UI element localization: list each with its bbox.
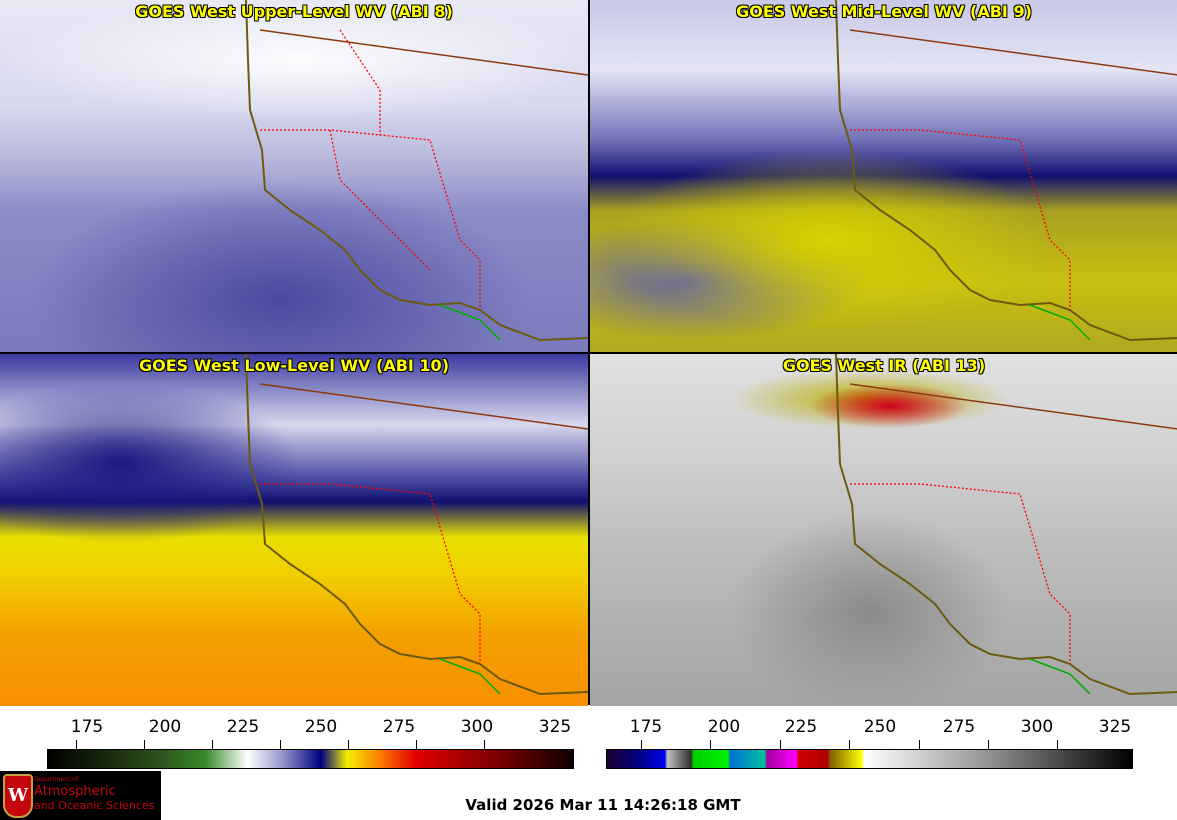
- colorbar-tick-mark: [144, 740, 145, 749]
- ir-tick-label: 225: [784, 717, 818, 737]
- wv-tick-label: 300: [460, 717, 494, 737]
- colorbar-tick-mark: [1057, 740, 1058, 749]
- map-boundary-line: [849, 29, 1177, 76]
- ir-tick-label: 175: [629, 717, 663, 737]
- panel-upper-level-wv: GOES West Upper-Level WV (ABI 8): [0, 0, 588, 352]
- wv-tick-label: 250: [304, 717, 338, 737]
- map-overlay: [245, 0, 588, 342]
- map-boundary-line: [835, 354, 1177, 696]
- colorbar-tick-mark: [416, 740, 417, 749]
- map-boundary-line: [339, 29, 381, 135]
- wv-tick-label: 325: [538, 717, 572, 737]
- panel-divider-horizontal: [0, 352, 1177, 354]
- ir-colorbar: [606, 749, 1133, 769]
- map-boundary-line: [850, 129, 1071, 310]
- colorbar-tick-mark: [780, 740, 781, 749]
- logo-line3: and Oceanic Sciences: [34, 799, 155, 812]
- wv-colorbar: [47, 749, 574, 769]
- panel-ir: GOES West IR (ABI 13): [590, 354, 1177, 706]
- panel-low-level-wv: GOES West Low-Level WV (ABI 10): [0, 354, 588, 706]
- panel-title: GOES West IR (ABI 13): [782, 356, 986, 375]
- colorbar-tick-mark: [641, 740, 642, 749]
- colorbar-tick-mark: [76, 740, 77, 749]
- map-overlay: [245, 354, 588, 696]
- map-boundary-line: [1029, 304, 1091, 341]
- colorbar-tick-mark: [710, 740, 711, 749]
- wv-tick-label: 175: [70, 717, 104, 737]
- map-boundary-line: [329, 129, 431, 271]
- map-boundary-line: [439, 304, 501, 341]
- panel-title: GOES West Mid-Level WV (ABI 9): [736, 2, 1032, 21]
- wv-tick-label: 200: [148, 717, 182, 737]
- ir-tick-label: 250: [863, 717, 897, 737]
- map-overlay: [835, 0, 1177, 342]
- ir-tick-label: 300: [1020, 717, 1054, 737]
- ir-tick-label: 200: [707, 717, 741, 737]
- map-boundary-line: [259, 383, 588, 430]
- map-overlay: [835, 354, 1177, 696]
- colorbar-tick-mark: [348, 740, 349, 749]
- map-boundary-line: [245, 354, 588, 696]
- colorbar-tick-mark: [919, 740, 920, 749]
- colorbar-tick-mark: [280, 740, 281, 749]
- aos-logo: W Department of Atmospheric and Oceanic …: [0, 771, 161, 820]
- colorbar-tick-mark: [988, 740, 989, 749]
- colorbar-tick-mark: [849, 740, 850, 749]
- wv-tick-label: 275: [382, 717, 416, 737]
- panel-title: GOES West Low-Level WV (ABI 10): [138, 356, 449, 375]
- map-boundary-line: [259, 29, 588, 76]
- map-boundary-line: [850, 483, 1071, 664]
- panel-mid-level-wv: GOES West Mid-Level WV (ABI 9): [590, 0, 1177, 352]
- ir-tick-label: 325: [1098, 717, 1132, 737]
- map-boundary-line: [439, 658, 501, 695]
- logo-line2: Atmospheric: [34, 784, 116, 799]
- ir-tick-label: 275: [942, 717, 976, 737]
- panel-title: GOES West Upper-Level WV (ABI 8): [135, 2, 453, 21]
- valid-time: Valid 2026 Mar 11 14:26:18 GMT: [465, 796, 741, 814]
- wv-tick-label: 225: [226, 717, 260, 737]
- map-boundary-line: [835, 0, 1177, 342]
- map-boundary-line: [245, 0, 588, 342]
- logo-line1: Department of: [34, 776, 78, 783]
- uw-crest-icon: W: [3, 774, 33, 818]
- colorbar-tick-mark: [484, 740, 485, 749]
- colorbar-tick-mark: [212, 740, 213, 749]
- map-boundary-line: [849, 383, 1177, 430]
- map-boundary-line: [1029, 658, 1091, 695]
- map-boundary-line: [260, 129, 481, 310]
- map-boundary-line: [260, 483, 481, 664]
